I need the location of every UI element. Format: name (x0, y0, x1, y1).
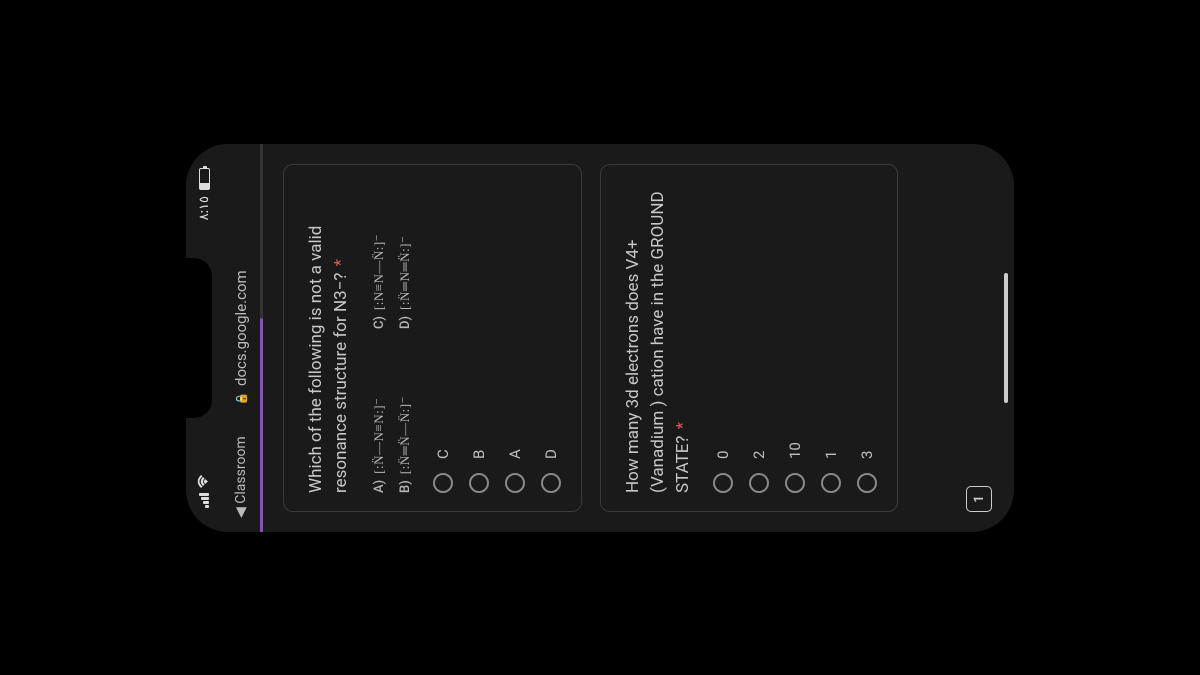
structures-grid: A) [:N̈—N≡N:]⁻ C) [:N≡N—N̈:]⁻ B) [:N̈═N̈… (371, 183, 413, 493)
option-q2-4[interactable]: 3 (857, 183, 877, 493)
radio-icon (541, 473, 561, 493)
screen: ٨:١٥ ◀ Classroom 🔒 docs.google.com Which… (186, 144, 1014, 532)
url-display[interactable]: 🔒 docs.google.com (232, 270, 250, 405)
status-right: ٨:١٥ (197, 168, 212, 220)
phone-frame: ٨:١٥ ◀ Classroom 🔒 docs.google.com Which… (180, 138, 1020, 538)
radio-icon (469, 473, 489, 493)
radio-icon (505, 473, 525, 493)
required-marker: * (331, 259, 351, 266)
structure-b: B) [:N̈═N̈—N̈:]⁻ (397, 347, 413, 493)
radio-icon (857, 473, 877, 493)
notch (186, 258, 212, 418)
radio-icon (749, 473, 769, 493)
required-marker: * (673, 422, 693, 429)
option-q1-2[interactable]: A (505, 183, 525, 493)
radio-icon (433, 473, 453, 493)
radio-icon (713, 473, 733, 493)
structure-d: D) [:N̈═N═N̈:]⁻ (397, 183, 413, 329)
option-q2-3[interactable]: 1 (821, 183, 841, 493)
question-1-text: Which of the following is not a valid re… (304, 183, 353, 493)
question-1-options: C B A D (433, 183, 561, 493)
wifi-icon (197, 474, 212, 489)
option-q1-1[interactable]: B (469, 183, 489, 493)
option-q2-1[interactable]: 2 (749, 183, 769, 493)
radio-icon (785, 473, 805, 493)
form-content: Which of the following is not a valid re… (263, 144, 1014, 532)
back-label: Classroom (233, 436, 249, 503)
signal-icon (199, 493, 209, 508)
radio-icon (821, 473, 841, 493)
structure-a: A) [:N̈—N≡N:]⁻ (371, 347, 387, 493)
battery-icon (199, 168, 210, 190)
question-2-text: How many 3d electrons does V4+ (Vanadium… (621, 183, 695, 493)
option-q1-3[interactable]: D (541, 183, 561, 493)
home-indicator[interactable] (1004, 273, 1008, 403)
url-text: docs.google.com (232, 270, 250, 386)
back-button[interactable]: ◀ Classroom (233, 436, 249, 518)
browser-bar: ◀ Classroom 🔒 docs.google.com (222, 144, 260, 532)
question-2-options: 0 2 10 1 3 (713, 183, 877, 493)
question-card-2: How many 3d electrons does V4+ (Vanadium… (600, 164, 898, 512)
question-card-1: Which of the following is not a valid re… (283, 164, 582, 512)
chevron-left-icon: ◀ (233, 507, 249, 518)
option-q2-2[interactable]: 10 (785, 183, 805, 493)
status-left (197, 474, 212, 508)
option-q2-0[interactable]: 0 (713, 183, 733, 493)
lock-icon: 🔒 (235, 391, 248, 405)
time-label: ٨:١٥ (197, 196, 212, 220)
option-q1-0[interactable]: C (433, 183, 453, 493)
page-counter[interactable]: 1 (966, 486, 992, 512)
structure-c: C) [:N≡N—N̈:]⁻ (371, 183, 387, 329)
